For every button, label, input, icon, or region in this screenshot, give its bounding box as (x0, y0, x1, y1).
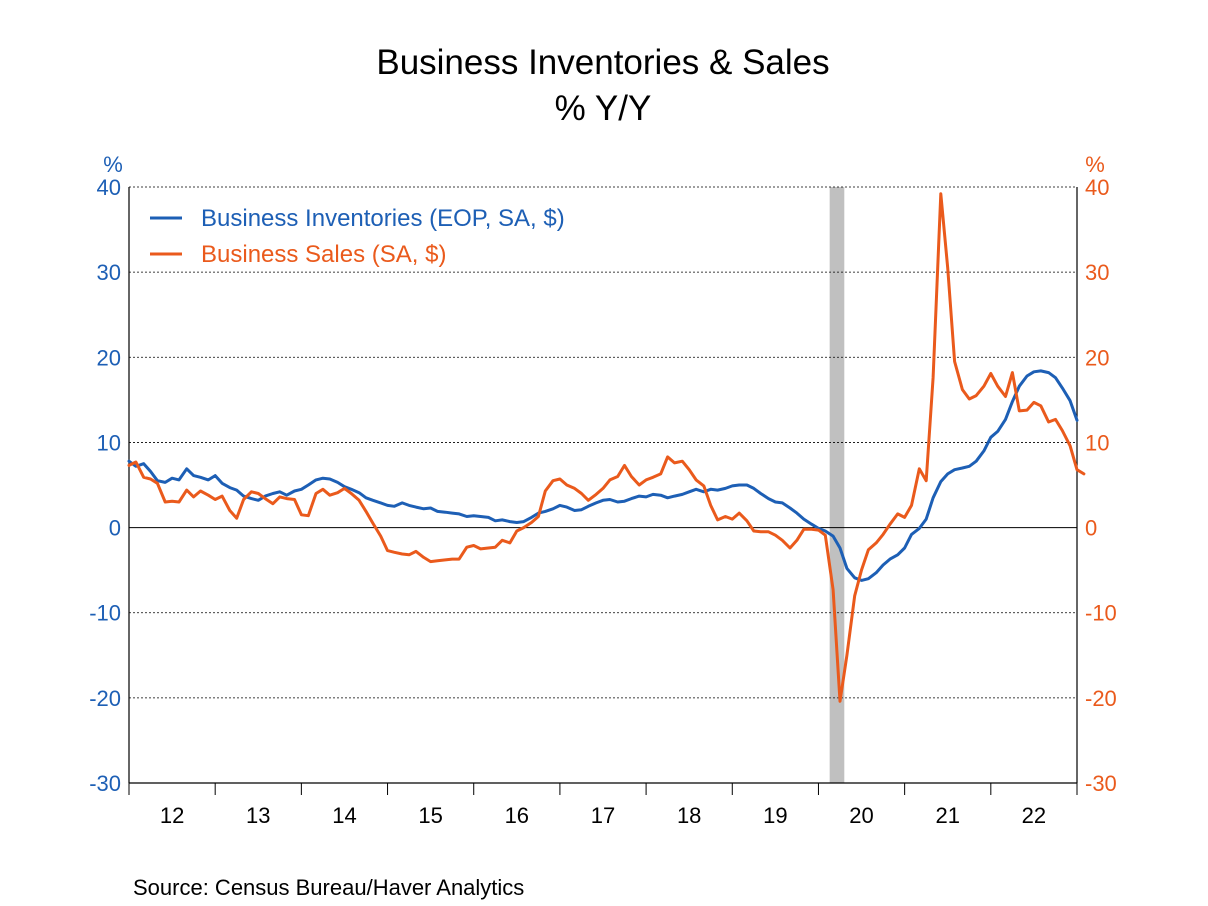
left-tick-label: -10 (89, 601, 121, 626)
right-tick-label: 0 (1085, 516, 1097, 541)
axes (128, 187, 1078, 784)
x-tick-label: 20 (849, 803, 873, 828)
x-axis-ticks: 12 13 14 15 16 17 18 19 20 21 22 (128, 783, 1078, 828)
series-lines (127, 192, 1086, 703)
series-line-sales (127, 192, 1086, 703)
left-tick-label: 20 (97, 345, 121, 370)
left-tick-label: 40 (97, 175, 121, 200)
right-tick-label: 40 (1085, 175, 1109, 200)
left-tick-label: 0 (109, 516, 121, 541)
legend: Business Inventories (EOP, SA, $) Busine… (150, 205, 565, 268)
x-tick-label: 16 (505, 803, 529, 828)
x-tick-label: 13 (246, 803, 270, 828)
x-tick-label: 18 (677, 803, 701, 828)
x-tick-label: 21 (935, 803, 959, 828)
left-tick-label: -30 (89, 771, 121, 796)
x-tick-label: 17 (591, 803, 615, 828)
source-note: Source: Census Bureau/Haver Analytics (133, 875, 524, 900)
left-axis-ticks: -30 -20 -10 0 10 20 30 40 (89, 175, 121, 796)
x-tick-label: 19 (763, 803, 787, 828)
x-tick-label: 14 (332, 803, 356, 828)
gridlines (129, 186, 1077, 699)
right-tick-label: 30 (1085, 260, 1109, 285)
left-tick-label: 10 (97, 430, 121, 455)
right-tick-label: -10 (1085, 601, 1117, 626)
left-axis-unit: % (103, 152, 123, 177)
x-tick-label: 22 (1022, 803, 1046, 828)
x-tick-label: 12 (160, 803, 184, 828)
legend-label-sales: Business Sales (SA, $) (201, 241, 446, 268)
right-axis-unit: % (1085, 152, 1105, 177)
legend-label-inventories: Business Inventories (EOP, SA, $) (201, 205, 565, 232)
right-tick-label: 10 (1085, 430, 1109, 455)
left-tick-label: 30 (97, 260, 121, 285)
x-tick-label: 15 (418, 803, 442, 828)
recession-bar (829, 187, 845, 783)
right-tick-label: 20 (1085, 345, 1109, 370)
series-line-inventories (127, 369, 1079, 582)
right-axis-ticks: -30 -20 -10 0 10 20 30 40 (1085, 175, 1117, 796)
right-tick-label: -30 (1085, 771, 1117, 796)
right-tick-label: -20 (1085, 686, 1117, 711)
chart-subtitle: % Y/Y (555, 89, 652, 128)
left-tick-label: -20 (89, 686, 121, 711)
chart-title: Business Inventories & Sales (376, 43, 829, 82)
